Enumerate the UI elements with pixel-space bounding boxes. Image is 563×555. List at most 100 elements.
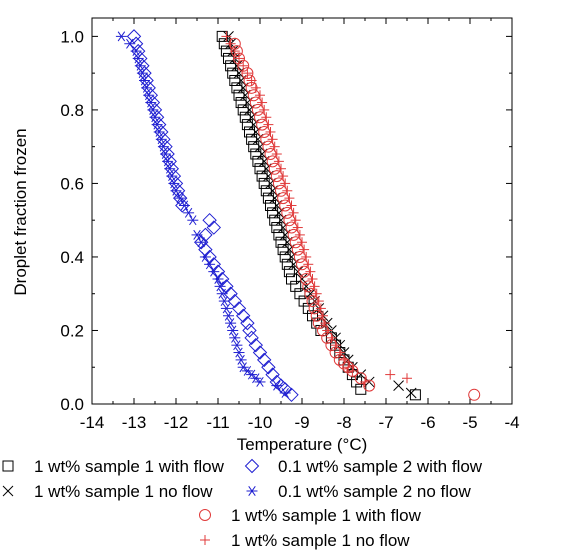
data-point <box>283 266 295 278</box>
data-point <box>294 229 305 240</box>
data-point <box>261 360 276 375</box>
x-tick-label: -12 <box>164 413 189 432</box>
legend-marker <box>2 460 14 472</box>
data-point <box>254 376 266 387</box>
data-point <box>229 46 240 57</box>
data-point <box>143 90 155 101</box>
data-point <box>208 266 220 277</box>
series-0 <box>216 30 421 401</box>
data-point <box>286 200 297 211</box>
data-point <box>233 89 245 101</box>
data-point <box>231 301 247 316</box>
data-point <box>229 332 241 343</box>
data-point <box>318 310 328 321</box>
data-point <box>242 97 253 108</box>
data-point <box>315 303 326 314</box>
data-point <box>271 200 283 211</box>
data-point <box>216 288 228 299</box>
data-point <box>258 177 270 189</box>
axis-ticks <box>91 18 513 405</box>
data-point <box>254 163 266 175</box>
data-point <box>160 149 171 159</box>
data-point <box>242 323 257 338</box>
data-point <box>292 266 304 278</box>
data-point <box>199 251 211 262</box>
data-point <box>322 325 333 336</box>
y-tick-label: 0.8 <box>60 101 84 120</box>
data-point <box>273 207 285 219</box>
data-point <box>183 207 195 218</box>
y-tick-label: 0.6 <box>60 174 84 193</box>
data-point <box>309 281 320 292</box>
data-point <box>238 60 249 71</box>
x-tick-label: -7 <box>378 413 393 432</box>
data-point <box>166 171 178 182</box>
data-point <box>162 156 174 167</box>
data-point <box>221 31 232 42</box>
data-point <box>296 273 308 285</box>
data-point <box>277 382 293 397</box>
data-point <box>241 119 253 131</box>
legend-item: 1 wt% sample 1 no flow <box>200 531 410 550</box>
data-point <box>468 388 481 401</box>
legend-item: 1 wt% sample 1 no flow <box>2 482 213 501</box>
data-point <box>227 293 243 309</box>
data-point <box>279 388 291 398</box>
data-point <box>214 271 230 287</box>
data-point <box>265 199 276 211</box>
data-point <box>248 141 260 153</box>
data-point <box>326 332 337 343</box>
legend-marker <box>2 485 14 497</box>
data-point <box>265 178 276 189</box>
data-point <box>292 222 303 233</box>
data-point <box>288 207 299 218</box>
data-point <box>286 251 297 263</box>
data-point <box>286 273 297 285</box>
data-point <box>271 222 283 234</box>
data-point <box>225 318 237 329</box>
x-tick-label: -8 <box>336 413 351 432</box>
data-point <box>311 288 322 299</box>
data-point <box>284 193 295 204</box>
data-point <box>233 347 245 358</box>
x-tick-label: -14 <box>80 413 105 432</box>
data-point <box>134 60 146 71</box>
data-point <box>346 364 359 377</box>
data-point <box>149 112 161 123</box>
data-point <box>265 367 280 382</box>
legend-item: 0.1 wt% sample 2 no flow <box>246 482 471 501</box>
data-point <box>235 75 247 86</box>
data-point <box>234 53 244 64</box>
legend-marker <box>200 535 210 545</box>
data-point <box>279 251 291 263</box>
data-point <box>277 222 289 233</box>
data-point <box>363 379 376 392</box>
data-point <box>313 296 324 307</box>
data-point <box>145 97 157 108</box>
data-point <box>237 362 249 373</box>
data-point <box>385 369 396 380</box>
legend-item: 0.1 wt% sample 2 with flow <box>244 457 483 476</box>
data-point <box>244 330 259 346</box>
legend-label: 0.1 wt% sample 2 no flow <box>278 482 471 501</box>
data-point <box>271 149 282 160</box>
data-point <box>227 325 239 336</box>
data-point <box>212 274 224 284</box>
data-point <box>241 67 254 80</box>
data-point <box>342 361 355 374</box>
data-point <box>231 60 243 72</box>
data-point <box>240 315 255 331</box>
data-point <box>334 347 345 358</box>
data-point <box>252 133 264 145</box>
data-point <box>130 46 142 57</box>
data-point <box>269 192 281 204</box>
x-tick-label: -11 <box>206 413 229 432</box>
data-point <box>206 220 222 235</box>
data-point <box>405 387 417 399</box>
x-tick-label: -6 <box>420 413 435 432</box>
data-point <box>195 237 207 248</box>
data-point <box>269 141 280 152</box>
data-point <box>263 170 274 182</box>
data-point <box>220 303 232 314</box>
data-point <box>271 380 283 391</box>
